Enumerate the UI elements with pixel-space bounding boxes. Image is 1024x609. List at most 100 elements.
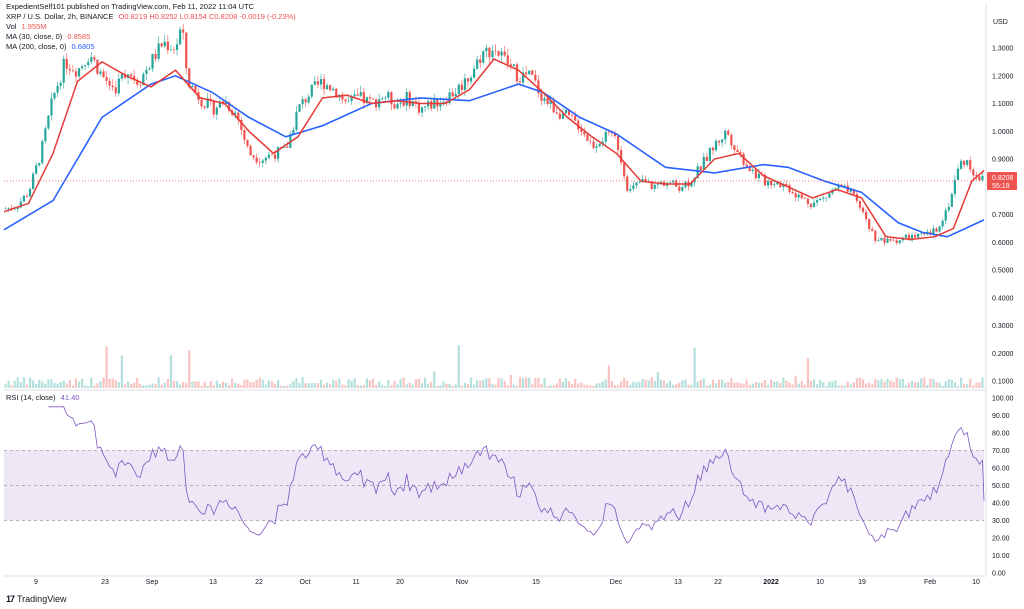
volume-bar bbox=[47, 379, 50, 388]
volume-bar bbox=[479, 380, 482, 388]
candle-body bbox=[353, 94, 356, 97]
rsi-tick-label: 90.00 bbox=[992, 413, 1010, 420]
candle-body bbox=[157, 43, 160, 59]
volume-bar bbox=[371, 378, 375, 388]
volume-bar bbox=[22, 377, 26, 388]
price-tick-label: 1.3000 bbox=[992, 46, 1014, 53]
volume-bar bbox=[280, 385, 283, 388]
candle-body bbox=[803, 198, 806, 199]
volume-bar bbox=[497, 378, 500, 388]
volume-bar bbox=[665, 383, 669, 388]
candle-body bbox=[16, 207, 19, 209]
candle-body bbox=[359, 91, 362, 96]
volume-bar bbox=[365, 378, 369, 388]
volume-bar bbox=[861, 379, 865, 388]
symbol-line[interactable]: XRP / U.S. Dollar, 2h, BINANCE O0.8219 H… bbox=[6, 12, 299, 21]
candle-body bbox=[966, 160, 969, 165]
volume-bar bbox=[503, 380, 506, 388]
volume-bar bbox=[276, 380, 280, 388]
volume-bar bbox=[509, 374, 512, 388]
volume-bar bbox=[806, 357, 810, 388]
candle-body bbox=[65, 58, 68, 69]
rsi-tick-label: 30.00 bbox=[992, 518, 1010, 525]
time-tick-label: 10 bbox=[816, 579, 824, 586]
volume-bar bbox=[552, 385, 555, 388]
time-tick-label: Nov bbox=[456, 579, 469, 586]
candle-body bbox=[169, 49, 173, 51]
volume-bar bbox=[178, 384, 182, 388]
volume-bars bbox=[4, 345, 984, 388]
ma30-legend[interactable]: MA (30, close, 0) 0.8585 bbox=[6, 32, 93, 41]
candle-body bbox=[779, 182, 782, 188]
volume-bar bbox=[880, 379, 883, 388]
volume-bar bbox=[626, 380, 629, 388]
candle-body bbox=[739, 152, 742, 154]
candle-body bbox=[583, 131, 586, 135]
volume-bar bbox=[956, 385, 960, 388]
volume-bar bbox=[840, 385, 843, 388]
candle-body bbox=[601, 141, 604, 145]
ma30-label: MA (30, close, 0) bbox=[6, 32, 63, 41]
volume-bar bbox=[13, 380, 16, 388]
volume-bar bbox=[224, 382, 228, 388]
candle-body bbox=[561, 113, 565, 119]
volume-bar bbox=[136, 377, 139, 388]
volume-bar bbox=[307, 383, 310, 388]
volume-bar bbox=[50, 379, 53, 388]
volume-bar bbox=[929, 378, 932, 388]
volume-bar bbox=[877, 380, 880, 388]
candle-body bbox=[261, 160, 264, 163]
candle-body bbox=[151, 53, 154, 69]
candle-body bbox=[763, 174, 767, 186]
volume-bar bbox=[549, 385, 552, 388]
volume-bar bbox=[151, 383, 154, 388]
volume-bar bbox=[515, 385, 519, 388]
candle-body bbox=[270, 154, 274, 156]
rsi-tick-label: 50.00 bbox=[992, 483, 1010, 490]
rsi-tick-label: 10.00 bbox=[992, 553, 1010, 560]
candle-body bbox=[742, 153, 745, 165]
candle-body bbox=[423, 106, 427, 108]
rsi-tick-label: 20.00 bbox=[992, 536, 1010, 543]
candle-body bbox=[163, 41, 166, 47]
volume-bar bbox=[469, 377, 473, 388]
candle-body bbox=[420, 107, 424, 113]
volume-bar bbox=[108, 378, 111, 388]
tradingview-brand: TradingView bbox=[17, 594, 67, 604]
vol-legend[interactable]: Vol 1.955M bbox=[6, 22, 50, 31]
candle-body bbox=[350, 96, 353, 101]
volume-bar bbox=[791, 384, 794, 388]
rsi-legend[interactable]: RSI (14, close) 41.40 bbox=[6, 393, 82, 402]
volume-bar bbox=[889, 380, 892, 388]
volume-bar bbox=[408, 382, 411, 388]
volume-bar bbox=[874, 379, 877, 388]
time-tick-label: 23 bbox=[101, 579, 109, 586]
volume-bar bbox=[439, 385, 442, 388]
tradingview-footer[interactable]: 17 TradingView bbox=[6, 594, 67, 604]
candle-body bbox=[59, 82, 62, 86]
volume-bar bbox=[708, 384, 712, 388]
candle-body bbox=[681, 187, 684, 191]
candle-body bbox=[341, 94, 344, 100]
candle-body bbox=[785, 183, 788, 186]
volume-bar bbox=[693, 347, 696, 388]
candle-body bbox=[708, 147, 712, 161]
rsi-line bbox=[48, 406, 985, 544]
volume-bar bbox=[580, 382, 583, 388]
candle-body bbox=[800, 194, 803, 199]
candle-body bbox=[68, 68, 71, 71]
volume-bar bbox=[635, 382, 638, 388]
candle-body bbox=[227, 102, 231, 111]
volume-bar bbox=[794, 375, 797, 388]
volume-bar bbox=[589, 385, 592, 388]
volume-bar bbox=[570, 383, 574, 388]
ma200-legend[interactable]: MA (200, close, 0) 0.6805 bbox=[6, 42, 98, 51]
candle-body bbox=[598, 144, 601, 147]
candle-body bbox=[920, 233, 923, 234]
volume-bar bbox=[445, 383, 448, 388]
candle-body bbox=[166, 41, 169, 51]
candle-body bbox=[390, 92, 393, 105]
candle-body bbox=[858, 200, 862, 208]
volume-bar bbox=[742, 383, 745, 388]
